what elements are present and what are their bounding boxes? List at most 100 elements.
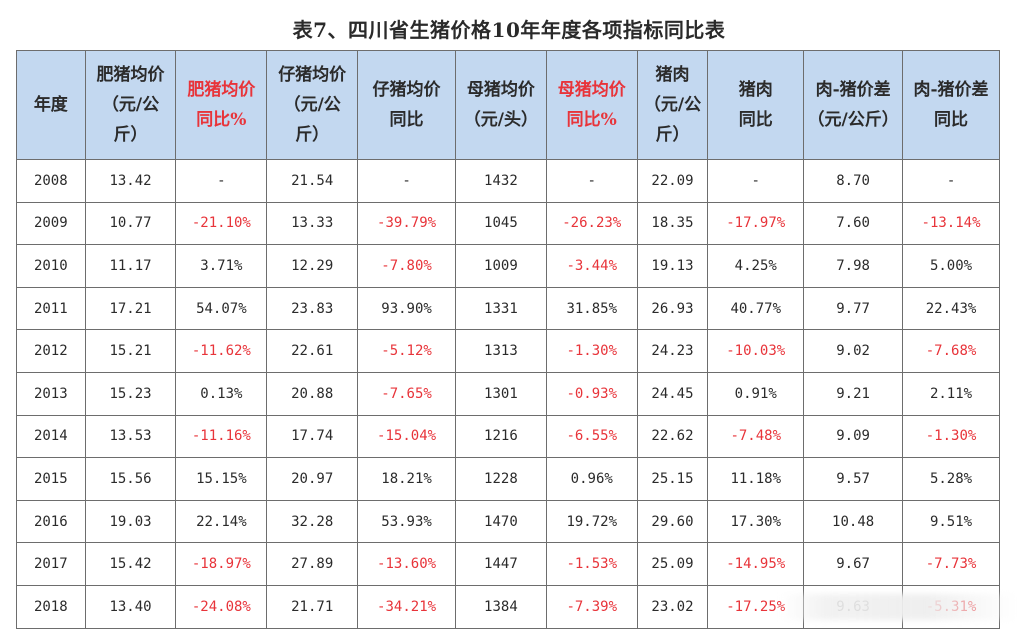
price-table-container: 年度 肥猪均价 （元/公 斤） 肥猪均价 同比% 仔猪均价 （元/公 斤） 仔猪均价 同比 母猪均价（…: [16, 50, 1000, 629]
column-header-line: 斤）: [655, 125, 690, 145]
year-cell: 2008: [16, 159, 86, 203]
table-cell: 13.33: [266, 201, 359, 246]
table-cell: -26.23%: [545, 201, 638, 246]
table-cell: -7.65%: [357, 371, 456, 416]
column-header-line: （元/公: [643, 95, 702, 115]
price-table: 年度 肥猪均价 （元/公 斤） 肥猪均价 同比% 仔猪均价 （元/公 斤） 仔猪均价 同比 母猪均价（…: [16, 50, 1000, 629]
table-cell: -7.39%: [545, 584, 638, 629]
table-row: 2013 15.23 0.13% 20.88 -7.65% 1301 -0.93% 24.45…: [16, 371, 1000, 416]
column-header: 母猪均价 （元/头）: [455, 50, 547, 160]
table-cell: 31.85%: [545, 286, 638, 331]
table-cell: -: [545, 159, 638, 203]
table-cell: -11.62%: [175, 329, 268, 373]
year-cell: 2016: [16, 499, 86, 544]
table-cell: 53.93%: [357, 499, 456, 544]
table-cell: 9.02: [803, 329, 904, 373]
table-cell: 12.29: [266, 244, 359, 288]
year-cell: 2013: [16, 371, 86, 416]
table-cell: 9.63: [803, 584, 904, 629]
column-header-line: 年度: [33, 95, 68, 115]
table-cell: -21.10%: [175, 201, 268, 246]
table-cell: 1216: [455, 414, 547, 459]
table-cell: 29.60: [636, 499, 709, 544]
table-cell: -7.73%: [902, 542, 1000, 586]
column-header: 肉-猪价差 同比: [902, 50, 1000, 160]
year-cell: 2017: [16, 542, 86, 586]
table-cell: 19.03: [84, 499, 177, 544]
table-cell: 25.15: [636, 457, 709, 501]
table-cell: 22.61: [266, 329, 359, 373]
table-cell: 8.70: [803, 159, 904, 203]
column-header-line: 猪肉: [655, 65, 690, 85]
table-cell: -: [357, 159, 456, 203]
table-cell: -3.44%: [545, 244, 638, 288]
column-header: 母猪均价 同比%: [545, 50, 638, 160]
table-cell: 0.91%: [707, 371, 805, 416]
column-header-line: 同比: [389, 110, 424, 130]
table-cell: 13.53: [84, 414, 177, 459]
table-cell: 1009: [455, 244, 547, 288]
column-header-line: 肉-猪价差: [815, 80, 891, 100]
column-header: 肉-猪价差 （元/公斤）: [803, 50, 904, 160]
column-header-line: 猪肉: [738, 80, 773, 100]
table-cell: -: [175, 159, 268, 203]
column-header-line: 斤）: [295, 125, 330, 145]
table-cell: -1.30%: [902, 414, 1000, 459]
table-cell: 24.45: [636, 371, 709, 416]
column-header-line: 同比%: [196, 110, 247, 130]
year-cell: 2018: [16, 584, 86, 629]
table-cell: -11.16%: [175, 414, 268, 459]
table-row: 2017 15.42 -18.97% 27.89 -13.60% 1447 -1.53% 25…: [16, 542, 1000, 586]
table-cell: 1432: [455, 159, 547, 203]
table-cell: 19.72%: [545, 499, 638, 544]
table-cell: 17.74: [266, 414, 359, 459]
table-cell: 11.18%: [707, 457, 805, 501]
table-title: 表7、四川省生猪价格10年年度各项指标同比表: [292, 18, 726, 42]
table-cell: 18.21%: [357, 457, 456, 501]
column-header-line: 肉-猪价差: [913, 80, 989, 100]
table-cell: 21.71: [266, 584, 359, 629]
table-cell: -5.31%: [902, 584, 1000, 629]
table-cell: 17.30%: [707, 499, 805, 544]
table-cell: 4.25%: [707, 244, 805, 288]
year-cell: 2010: [16, 244, 86, 288]
table-cell: 9.57: [803, 457, 904, 501]
table-cell: -: [707, 159, 805, 203]
year-cell: 2011: [16, 286, 86, 331]
column-header-line: 仔猪均价: [278, 65, 347, 85]
column-header-line: 肥猪均价: [187, 80, 256, 100]
table-cell: 5.28%: [902, 457, 1000, 501]
table-cell: 17.21: [84, 286, 177, 331]
table-cell: 13.40: [84, 584, 177, 629]
table-cell: 9.67: [803, 542, 904, 586]
table-cell: -7.80%: [357, 244, 456, 288]
column-header-line: 同比: [738, 110, 773, 130]
table-cell: 23.02: [636, 584, 709, 629]
column-header-line: （元/公: [101, 95, 160, 115]
table-cell: -13.14%: [902, 201, 1000, 246]
table-body: 2008 13.42-21.54-1432-22.09-8.70-2009 10.7…: [16, 159, 1000, 629]
table-cell: 9.51%: [902, 499, 1000, 544]
table-cell: 1447: [455, 542, 547, 586]
table-row: 2010 11.17 3.71% 12.29 -7.80% 1009 -3.44% 19.13…: [16, 244, 1000, 288]
column-header-line: 同比%: [566, 110, 617, 130]
column-header-line: 斤）: [113, 125, 148, 145]
table-cell: 1331: [455, 286, 547, 331]
table-cell: -17.97%: [707, 201, 805, 246]
table-cell: -17.25%: [707, 584, 805, 629]
table-row: 2015 15.56 15.15% 20.97 18.21% 1228 0.96% 25.15…: [16, 457, 1000, 501]
table-cell: 25.09: [636, 542, 709, 586]
year-cell: 2014: [16, 414, 86, 459]
column-header: 肥猪均价 （元/公 斤）: [84, 50, 177, 160]
table-cell: 1313: [455, 329, 547, 373]
table-row: 2008 13.42-21.54-1432-22.09-8.70-: [16, 159, 1000, 203]
table-cell: -1.53%: [545, 542, 638, 586]
table-row: 2014 13.53 -11.16% 17.74 -15.04% 1216 -6.55% 22…: [16, 414, 1000, 459]
table-cell: 20.97: [266, 457, 359, 501]
table-cell: -: [902, 159, 1000, 203]
column-header: 肥猪均价同比%: [175, 50, 268, 160]
table-cell: 54.07%: [175, 286, 268, 331]
table-cell: 15.15%: [175, 457, 268, 501]
table-cell: 0.13%: [175, 371, 268, 416]
table-cell: 23.83: [266, 286, 359, 331]
